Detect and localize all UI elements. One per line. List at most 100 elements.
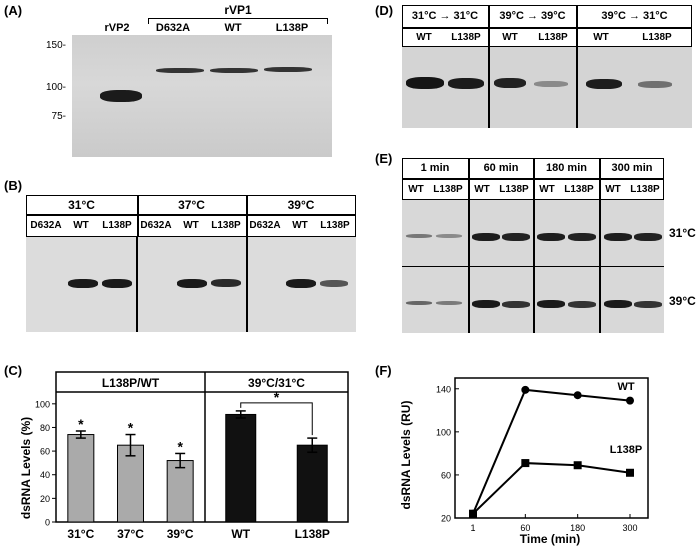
c-significance-star: * xyxy=(128,420,134,436)
f-frame xyxy=(454,377,649,519)
marker-150: 150- xyxy=(45,40,66,51)
band-d-wt-3 xyxy=(586,79,622,89)
f-y-axis-label: dsRNA Levels (RU) xyxy=(399,401,413,510)
panel-c-label: (C) xyxy=(4,363,23,378)
lane-label-wt: WT xyxy=(224,22,242,34)
lane-d632a-31: D632A xyxy=(30,220,62,231)
c-frame xyxy=(55,371,349,523)
c-significance-star: * xyxy=(274,389,280,405)
c-category-label: 31°C xyxy=(67,527,94,541)
c-significance-bracket xyxy=(240,402,313,436)
d-lane-l138p-2: L138P xyxy=(538,32,568,43)
band-d-l138p-3 xyxy=(638,81,672,88)
band-b-wt-39 xyxy=(286,279,316,288)
c-category-label: 39°C xyxy=(167,527,194,541)
c-significance-star: * xyxy=(78,416,84,432)
f-point xyxy=(573,391,582,400)
lane-wt-31: WT xyxy=(73,220,89,231)
c-bar xyxy=(67,434,95,523)
panel-d-header xyxy=(402,5,692,47)
panel-b-gel xyxy=(26,237,356,332)
row-label-31: 31°C xyxy=(669,226,696,240)
c-bar xyxy=(296,444,328,523)
e-lane-l138p-1: L138P xyxy=(433,184,463,195)
f-ytick-label: 140 xyxy=(436,384,451,394)
d-lane-l138p-1: L138P xyxy=(451,32,481,43)
band-d632a xyxy=(156,68,204,73)
cond-39-39: 39°C → 39°C xyxy=(499,10,566,22)
panel-e-gel-31 xyxy=(402,200,664,266)
e-lane-l138p-4: L138P xyxy=(630,184,660,195)
cond-39-31: 39°C → 31°C xyxy=(601,10,668,22)
panel-e-label: (E) xyxy=(375,151,393,166)
d-lane-l138p-3: L138P xyxy=(642,32,672,43)
lane-label-rvp2: rVP2 xyxy=(104,22,130,34)
panel-a-label: (A) xyxy=(4,3,23,18)
c-bar xyxy=(166,460,194,523)
c-ytick-label: 40 xyxy=(40,470,50,480)
panel-e-gel-39 xyxy=(402,267,664,333)
time-180: 180 min xyxy=(546,162,587,174)
c-group-title: L138P/WT xyxy=(102,376,160,390)
panel-d-gel xyxy=(402,47,692,128)
rvp1-group-label: rVP1 xyxy=(224,3,252,17)
f-series-line xyxy=(472,462,631,515)
c-ytick-label: 0 xyxy=(45,518,50,528)
band-b-wt-37 xyxy=(177,279,207,288)
band-b-l138p-39 xyxy=(320,280,348,287)
lane-l138p-31: L138P xyxy=(102,220,132,231)
temp-37: 37°C xyxy=(178,198,205,212)
f-series-line xyxy=(472,388,631,515)
c-significance-star: * xyxy=(177,438,183,454)
f-x-axis-label: Time (min) xyxy=(520,532,580,546)
panel-d-label: (D) xyxy=(375,3,394,18)
panel-f-chart: dsRNA Levels (RU) Time (min) 20 60 100 140 1… xyxy=(399,377,649,546)
band-rvp2 xyxy=(100,90,142,102)
e-lane-l138p-3: L138P xyxy=(564,184,594,195)
c-category-label: WT xyxy=(231,527,250,541)
band-b-wt-31 xyxy=(68,279,98,288)
row-label-39: 39°C xyxy=(669,294,696,308)
c-ytick-label: 20 xyxy=(40,494,50,504)
band-d-l138p-1 xyxy=(448,78,484,89)
e-lane-wt-3: WT xyxy=(539,184,555,195)
time-300: 300 min xyxy=(611,162,653,174)
f-series-label: L138P xyxy=(610,444,642,456)
e-lane-l138p-2: L138P xyxy=(499,184,529,195)
panel-f-label: (F) xyxy=(375,363,392,378)
f-point xyxy=(626,396,634,405)
f-series-label: WT xyxy=(617,381,634,393)
lane-label-d632a: D632A xyxy=(155,22,191,34)
band-d-l138p-2 xyxy=(534,81,568,87)
band-l138p-a xyxy=(264,67,312,72)
lane-d632a-39: D632A xyxy=(249,220,281,231)
c-category-label: L138P xyxy=(295,527,330,541)
cond-31-31: 31°C → 31°C xyxy=(411,10,479,22)
lane-d632a-37: D632A xyxy=(140,220,172,231)
f-xtick-label: 60 xyxy=(520,523,530,533)
f-xtick-label: 300 xyxy=(622,523,637,533)
e-lane-wt-2: WT xyxy=(474,184,490,195)
marker-75: 75- xyxy=(51,111,66,122)
temp-39: 39°C xyxy=(287,198,315,212)
lane-label-l138p: L138P xyxy=(275,22,309,34)
c-ytick-label: 80 xyxy=(40,423,50,433)
f-xtick-label: 1 xyxy=(470,523,475,533)
f-xtick-label: 180 xyxy=(570,523,585,533)
c-ytick-label: 100 xyxy=(35,399,50,409)
lane-wt-37: WT xyxy=(183,220,199,231)
lane-l138p-39: L138P xyxy=(320,220,350,231)
band-wt-a xyxy=(210,68,258,73)
c-ytick-label: 60 xyxy=(40,447,50,457)
f-point xyxy=(521,459,530,468)
band-b-l138p-31 xyxy=(102,279,132,288)
f-ytick-label: 20 xyxy=(441,514,451,524)
panel-b-header xyxy=(26,195,356,237)
rvp1-bracket xyxy=(148,18,328,24)
lane-wt-39: WT xyxy=(292,220,308,231)
panel-a-gel xyxy=(72,35,332,157)
e-lane-wt-4: WT xyxy=(605,184,621,195)
band-d-wt-1 xyxy=(406,77,444,89)
marker-100: 100- xyxy=(45,82,66,93)
c-y-axis-label: dsRNA Levels (%) xyxy=(19,417,33,519)
